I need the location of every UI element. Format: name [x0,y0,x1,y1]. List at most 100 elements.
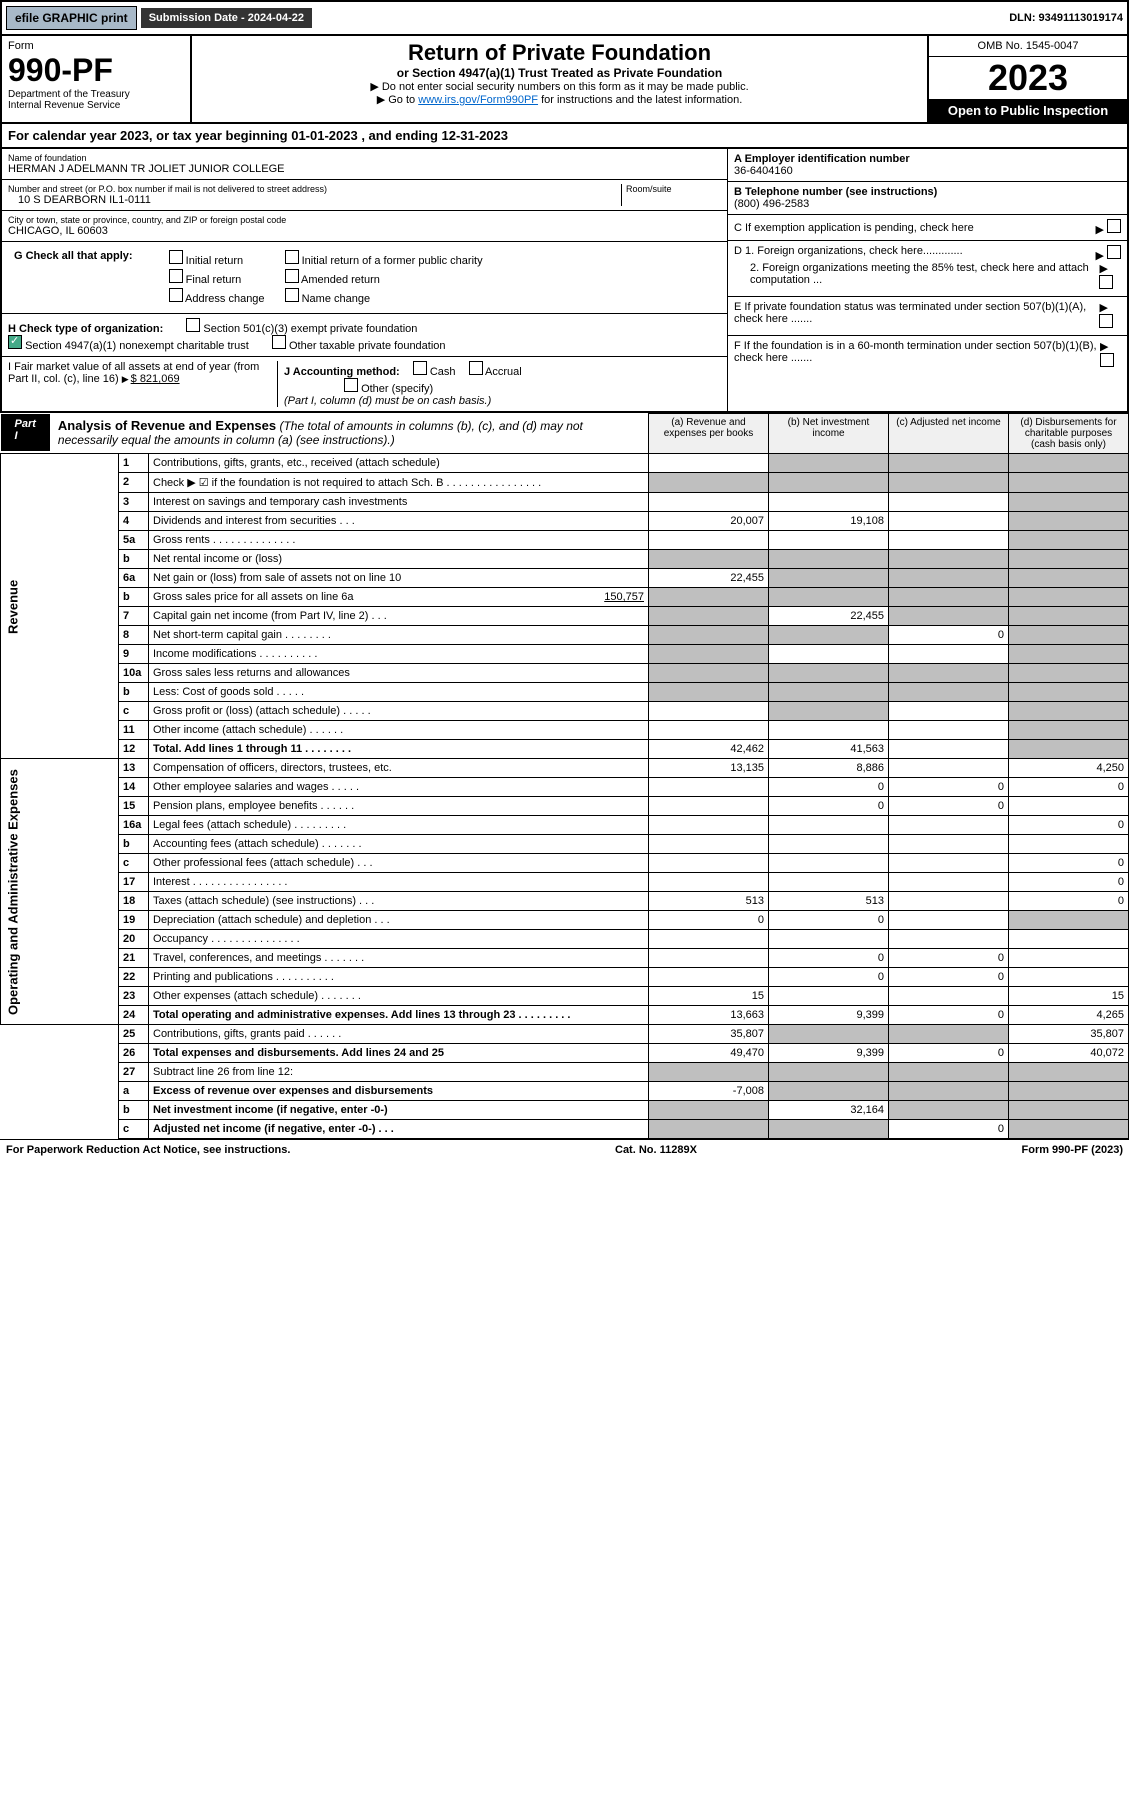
row-14: Other employee salaries and wages . . . … [149,778,649,797]
chk-address[interactable] [169,288,183,302]
col-a: (a) Revenue and expenses per books [649,414,769,454]
dept-treasury: Department of the Treasury [8,89,184,100]
f-label: F If the foundation is in a 60-month ter… [734,340,1100,370]
col-d: (d) Disbursements for charitable purpose… [1009,414,1129,454]
row-18: Taxes (attach schedule) (see instruction… [149,892,649,911]
row-4: Dividends and interest from securities .… [149,512,649,531]
phone: (800) 496-2583 [734,198,809,210]
row-19: Depreciation (attach schedule) and deple… [149,911,649,930]
city-label: City or town, state or province, country… [8,215,721,225]
e-label: E If private foundation status was termi… [734,301,1099,331]
row-6a: Net gain or (loss) from sale of assets n… [149,569,649,588]
row-10c: Gross profit or (loss) (attach schedule)… [149,702,649,721]
note-ssn: ▶ Do not enter social security numbers o… [200,80,919,93]
h-label: H Check type of organization: [8,323,163,335]
form-number: 990-PF [8,52,184,89]
row-21: Travel, conferences, and meetings . . . … [149,949,649,968]
row-10b: Less: Cost of goods sold . . . . . [149,683,649,702]
row-5a: Gross rents . . . . . . . . . . . . . . [149,531,649,550]
chk-other-acct[interactable] [344,378,358,392]
chk-e[interactable] [1099,314,1113,328]
a-label: A Employer identification number [734,153,910,165]
row-27: Subtract line 26 from line 12: [149,1063,649,1082]
top-bar: efile GRAPHIC print Submission Date - 20… [0,0,1129,36]
irs-label: Internal Revenue Service [8,100,184,111]
c-label: C If exemption application is pending, c… [734,222,974,234]
col-b: (b) Net investment income [769,414,889,454]
d2-label: 2. Foreign organizations meeting the 85%… [734,262,1099,292]
footer-left: For Paperwork Reduction Act Notice, see … [6,1144,290,1156]
chk-accrual[interactable] [469,361,483,375]
row-2: Check ▶ ☑ if the foundation is not requi… [149,473,649,493]
chk-d1[interactable] [1107,245,1121,259]
form-header: Form 990-PF Department of the Treasury I… [0,36,1129,124]
chk-initial[interactable] [169,250,183,264]
g-label: G Check all that apply: [14,250,133,262]
dln: DLN: 93491113019174 [1009,12,1123,24]
row-11: Other income (attach schedule) . . . . .… [149,721,649,740]
row-3: Interest on savings and temporary cash i… [149,493,649,512]
part1-tab: Part I [1,414,50,451]
footer-right: Form 990-PF (2023) [1022,1144,1123,1156]
chk-f[interactable] [1100,353,1114,367]
row-22: Printing and publications . . . . . . . … [149,968,649,987]
row-24: Total operating and administrative expen… [153,1009,570,1021]
row-20: Occupancy . . . . . . . . . . . . . . . [149,930,649,949]
d1-label: D 1. Foreign organizations, check here..… [734,245,963,262]
row-16c: Other professional fees (attach schedule… [149,854,649,873]
row-27c: Adjusted net income (if negative, enter … [153,1123,394,1135]
info-section: Name of foundation HERMAN J ADELMANN TR … [0,149,1129,413]
open-public: Open to Public Inspection [929,99,1127,122]
chk-c[interactable] [1107,219,1121,233]
foundation-name: HERMAN J ADELMANN TR JOLIET JUNIOR COLLE… [8,163,721,175]
row-1: Contributions, gifts, grants, etc., rece… [149,454,649,473]
chk-initial-former[interactable] [285,250,299,264]
row-9: Income modifications . . . . . . . . . . [149,645,649,664]
chk-4947[interactable] [8,335,22,349]
page-footer: For Paperwork Reduction Act Notice, see … [0,1139,1129,1160]
row-13: Compensation of officers, directors, tru… [149,759,649,778]
row-25: Contributions, gifts, grants paid . . . … [149,1025,649,1044]
i-value: $ 821,069 [131,373,180,385]
room-label: Room/suite [626,184,721,194]
side-revenue: Revenue [1,454,119,759]
row-23: Other expenses (attach schedule) . . . .… [149,987,649,1006]
form-word: Form [8,40,184,52]
calendar-year: For calendar year 2023, or tax year begi… [0,124,1129,149]
chk-final[interactable] [169,269,183,283]
chk-cash[interactable] [413,361,427,375]
row-16b: Accounting fees (attach schedule) . . . … [149,835,649,854]
row-17: Interest . . . . . . . . . . . . . . . . [149,873,649,892]
efile-btn[interactable]: efile GRAPHIC print [6,6,137,30]
row-27b: Net investment income (if negative, ente… [153,1104,388,1116]
street-value: 10 S DEARBORN IL1-0111 [8,194,621,206]
row-5b: Net rental income or (loss) [149,550,649,569]
chk-d2[interactable] [1099,275,1113,289]
irs-link[interactable]: www.irs.gov/Form990PF [418,94,538,106]
row-8: Net short-term capital gain . . . . . . … [149,626,649,645]
tax-year: 2023 [929,57,1127,99]
j-note: (Part I, column (d) must be on cash basi… [284,395,491,407]
note-link: ▶ Go to www.irs.gov/Form990PF for instru… [200,93,919,106]
row-7: Capital gain net income (from Part IV, l… [149,607,649,626]
chk-name[interactable] [285,288,299,302]
street-label: Number and street (or P.O. box number if… [8,184,621,194]
omb-number: OMB No. 1545-0047 [929,36,1127,57]
row-26: Total expenses and disbursements. Add li… [153,1047,444,1059]
form-title: Return of Private Foundation [200,40,919,66]
side-expenses: Operating and Administrative Expenses [1,759,119,1025]
j-label: J Accounting method: [284,366,400,378]
chk-other-tax[interactable] [272,335,286,349]
form-subtitle: or Section 4947(a)(1) Trust Treated as P… [200,66,919,80]
chk-amended[interactable] [285,269,299,283]
col-c: (c) Adjusted net income [889,414,1009,454]
row-27a: Excess of revenue over expenses and disb… [153,1085,433,1097]
row-10a: Gross sales less returns and allowances [149,664,649,683]
part1-table: Part I Analysis of Revenue and Expenses … [0,413,1129,1139]
b-label: B Telephone number (see instructions) [734,186,937,198]
footer-mid: Cat. No. 11289X [615,1144,697,1156]
ein: 36-6404160 [734,165,793,177]
row-15: Pension plans, employee benefits . . . .… [149,797,649,816]
chk-501c3[interactable] [186,318,200,332]
city-value: CHICAGO, IL 60603 [8,225,721,237]
